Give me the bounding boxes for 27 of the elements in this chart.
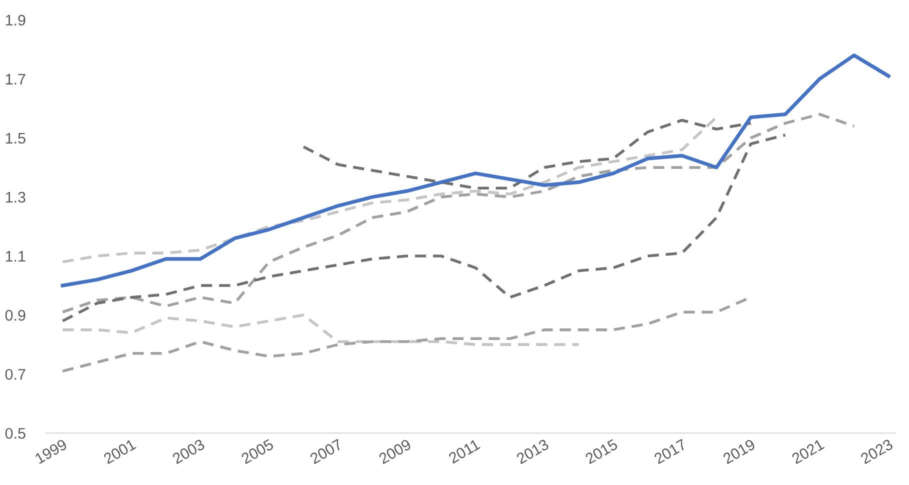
x-tick-label: 2001 xyxy=(102,438,136,464)
x-tick-label: 2017 xyxy=(653,438,687,464)
x-tick-label: 2007 xyxy=(309,438,343,464)
x-tick-label: 2003 xyxy=(172,438,206,464)
x-tick-label: 2009 xyxy=(378,438,412,464)
x-tick-label: 2013 xyxy=(516,438,550,464)
x-tick-label: 1999 xyxy=(34,438,68,464)
y-tick-label: 1.7 xyxy=(6,74,26,84)
line-series xyxy=(60,54,890,288)
x-tick-label: 2011 xyxy=(448,438,481,464)
y-tick-label: 1.1 xyxy=(6,251,26,262)
line-series xyxy=(61,112,856,314)
y-tick-label: 0.9 xyxy=(5,310,26,321)
y-tick-label: 1.9 xyxy=(6,14,26,26)
x-tick-label: 2019 xyxy=(722,438,756,464)
x-tick-label: 2023 xyxy=(860,438,894,464)
line-series xyxy=(61,116,718,264)
x-tick-label: 2015 xyxy=(584,438,618,464)
line-series xyxy=(302,118,752,190)
y-tick-label: 0.7 xyxy=(5,368,26,380)
line-series xyxy=(61,314,580,346)
y-tick-label: 1.5 xyxy=(6,132,26,144)
line-series xyxy=(61,134,787,322)
y-tick-label: 0.5 xyxy=(5,428,26,439)
x-tick-label: 2005 xyxy=(240,438,274,464)
x-tick-label: 2021 xyxy=(791,438,825,464)
y-tick-label: 1.3 xyxy=(6,192,26,203)
